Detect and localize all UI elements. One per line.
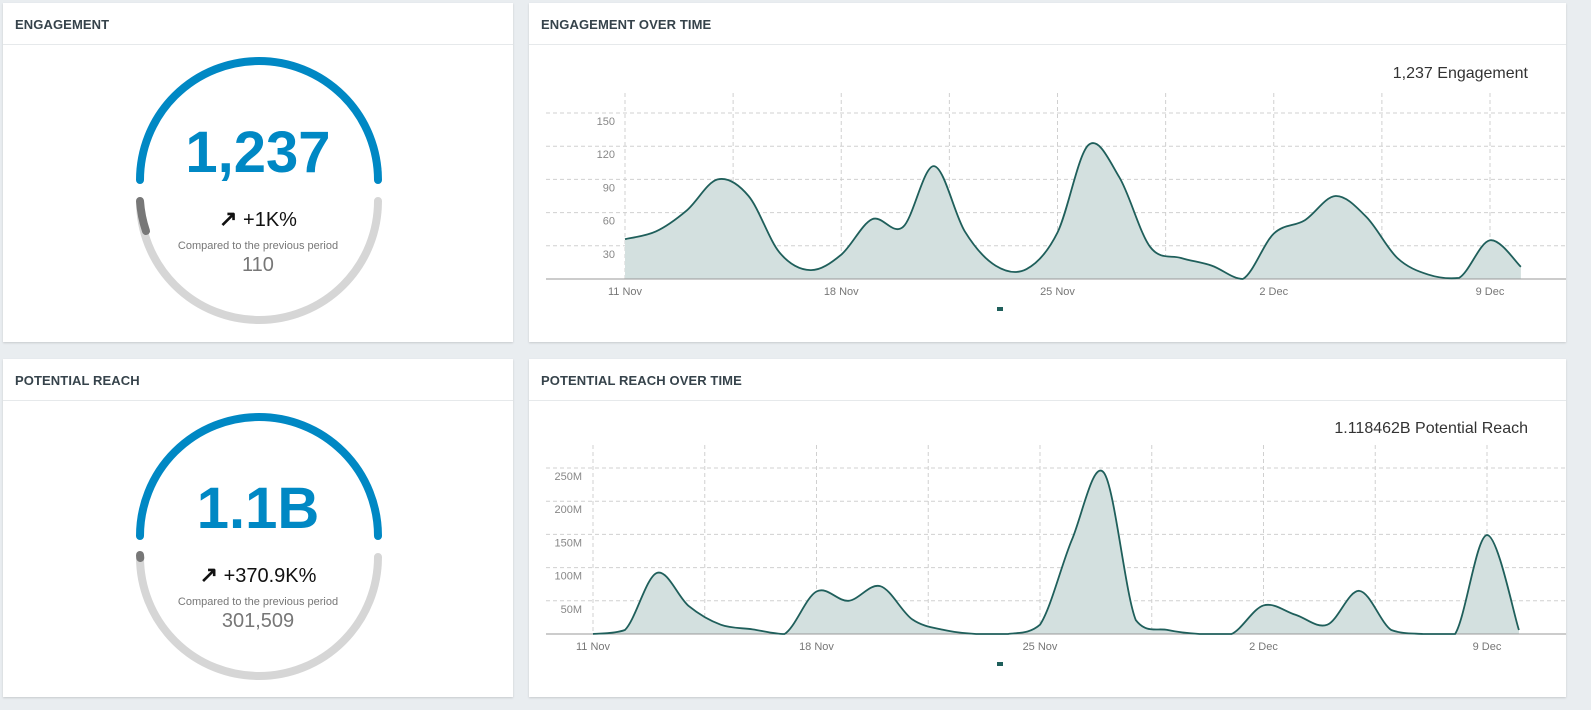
card-title: POTENTIAL REACH — [3, 359, 513, 401]
gauge-track — [136, 553, 382, 680]
chart-total: 1,237 Engagement — [1392, 65, 1528, 82]
previous-value: 301,509 — [221, 610, 295, 632]
card-title: ENGAGEMENT — [3, 3, 513, 45]
change-percent: +1K% — [243, 209, 297, 231]
change-row: ↗ +370.9K% — [3, 562, 513, 588]
previous-value: 110 — [242, 254, 274, 276]
gauge-previous-segment — [136, 197, 150, 235]
gauge-track — [136, 197, 382, 324]
change-row: ↗ +1K% — [3, 206, 513, 232]
gauge-ring — [136, 413, 382, 680]
chart-total: 1.118462B Potential Reach — [1334, 420, 1528, 437]
gauge-fill — [136, 413, 382, 540]
card-title: POTENTIAL REACH OVER TIME — [529, 359, 1566, 401]
engagement-value: 1,237 — [185, 120, 331, 185]
arrow-up-right-icon: ↗ — [199, 562, 218, 587]
arrow-up-right-icon: ↗ — [219, 206, 238, 231]
reach-over-time-card: POTENTIAL REACH OVER TIME 1.118462B Pote… — [529, 359, 1566, 697]
gauge-ring — [136, 57, 382, 324]
reach-gauge: 1.1B ↗ +370.9K% Compared to the previous… — [3, 401, 513, 698]
engagement-card: ENGAGEMENT 1,237 ↗ +1K% Compared to the … — [3, 3, 513, 342]
card-title: ENGAGEMENT OVER TIME — [529, 3, 1566, 45]
gauge-fill — [136, 57, 382, 184]
engagement-over-time-card: ENGAGEMENT OVER TIME 1,237 Engagement — [529, 3, 1566, 342]
reach-value: 1.1B — [196, 476, 320, 541]
compare-label: Compared to the previous period — [177, 240, 339, 252]
reach-card: POTENTIAL REACH 1.1B ↗ +370.9K% Compared… — [3, 359, 513, 697]
engagement-gauge: 1,237 ↗ +1K% Compared to the previous pe… — [3, 45, 513, 342]
compare-label: Compared to the previous period — [177, 596, 339, 608]
change-percent: +370.9K% — [223, 565, 317, 587]
